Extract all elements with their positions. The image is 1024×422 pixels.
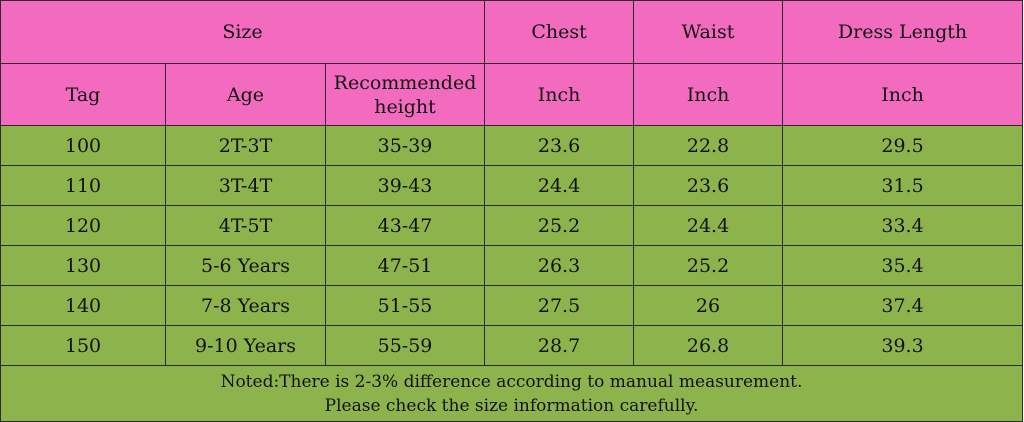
table-row: 140 7-8 Years 51-55 27.5 26 37.4: [0, 285, 1024, 326]
note-cell: Noted:There is 2-3% difference according…: [0, 365, 1024, 422]
chest-cell: 28.7: [484, 325, 635, 366]
age-cell: 5-6 Years: [165, 245, 326, 286]
tag-cell: 150: [0, 325, 166, 366]
table-row: 110 3T-4T 39-43 24.4 23.6 31.5: [0, 165, 1024, 206]
length-cell: 37.4: [782, 285, 1024, 326]
table-row: 100 2T-3T 35-39 23.6 22.8 29.5: [0, 125, 1024, 166]
tag-cell: 110: [0, 165, 166, 206]
height-header: Recommended height: [324, 63, 486, 126]
age-cell: 9-10 Years: [165, 325, 326, 366]
height-cell: 47-51: [324, 245, 486, 286]
tag-cell: 100: [0, 125, 166, 166]
chest-cell: 23.6: [484, 125, 635, 166]
table-row: 120 4T-5T 43-47 25.2 24.4 33.4: [0, 205, 1024, 246]
length-cell: 33.4: [782, 205, 1024, 246]
table-row: 130 5-6 Years 47-51 26.3 25.2 35.4: [0, 245, 1024, 286]
length-cell: 29.5: [782, 125, 1024, 166]
height-header-line1: Recommended: [333, 71, 477, 94]
height-cell: 35-39: [324, 125, 486, 166]
height-cell: 43-47: [324, 205, 486, 246]
height-cell: 55-59: [324, 325, 486, 366]
tag-cell: 120: [0, 205, 166, 246]
length-cell: 35.4: [782, 245, 1024, 286]
waist-cell: 26: [633, 285, 784, 326]
age-cell: 3T-4T: [165, 165, 326, 206]
waist-cell: 25.2: [633, 245, 784, 286]
age-header: Age: [165, 63, 326, 126]
chest-unit: Inch: [484, 63, 635, 126]
waist-cell: 23.6: [633, 165, 784, 206]
length-cell: 39.3: [782, 325, 1024, 366]
note-row: Noted:There is 2-3% difference according…: [0, 365, 1024, 422]
tag-cell: 140: [0, 285, 166, 326]
chest-cell: 27.5: [484, 285, 635, 326]
height-cell: 39-43: [324, 165, 486, 206]
header-row-1: Size Chest Waist Dress Length: [0, 0, 1024, 64]
age-cell: 7-8 Years: [165, 285, 326, 326]
waist-cell: 22.8: [633, 125, 784, 166]
chest-cell: 24.4: [484, 165, 635, 206]
length-cell: 31.5: [782, 165, 1024, 206]
waist-header: Waist: [633, 0, 784, 64]
note-line-2: Please check the size information carefu…: [324, 395, 699, 416]
tag-cell: 130: [0, 245, 166, 286]
waist-cell: 26.8: [633, 325, 784, 366]
size-header: Size: [0, 0, 486, 64]
table-row: 150 9-10 Years 55-59 28.7 26.8 39.3: [0, 325, 1024, 366]
waist-cell: 24.4: [633, 205, 784, 246]
chest-cell: 26.3: [484, 245, 635, 286]
tag-header: Tag: [0, 63, 166, 126]
dress-length-unit: Inch: [782, 63, 1024, 126]
chest-header: Chest: [484, 0, 635, 64]
chest-cell: 25.2: [484, 205, 635, 246]
header-row-2: Tag Age Recommended height Inch Inch Inc…: [0, 63, 1024, 126]
height-cell: 51-55: [324, 285, 486, 326]
note-line-1: Noted:There is 2-3% difference according…: [220, 371, 803, 392]
waist-unit: Inch: [633, 63, 784, 126]
dress-length-header: Dress Length: [782, 0, 1024, 64]
age-cell: 4T-5T: [165, 205, 326, 246]
height-header-line2: height: [374, 95, 436, 118]
age-cell: 2T-3T: [165, 125, 326, 166]
